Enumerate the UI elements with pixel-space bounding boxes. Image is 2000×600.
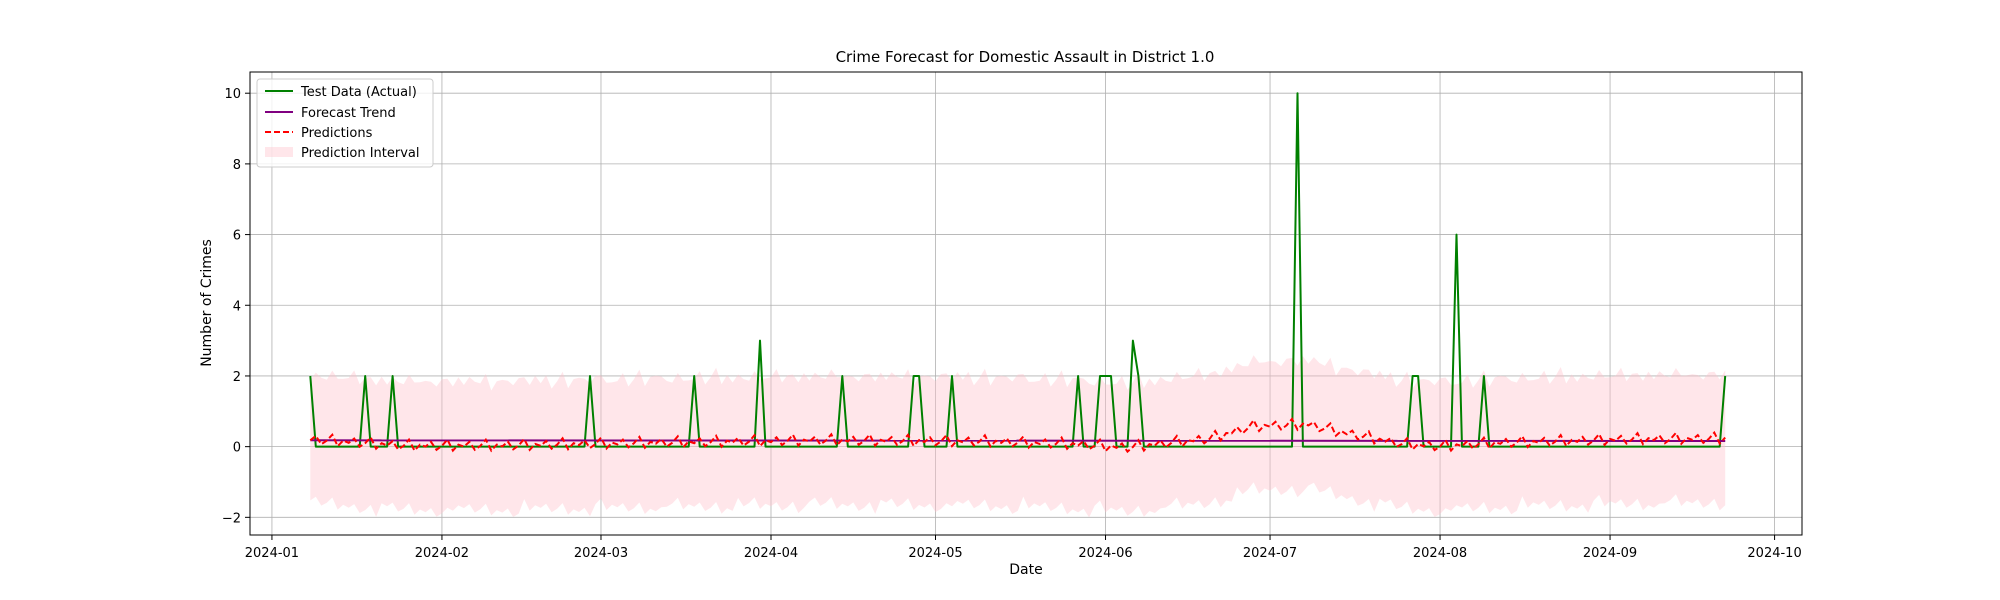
x-tick-label: 2024-05 [908,546,962,561]
x-tick-label: 2024-09 [1583,546,1637,561]
x-tick-label: 2024-08 [1413,546,1467,561]
y-tick-label: 4 [233,299,241,314]
y-tick-label: 10 [224,87,241,102]
y-tick-label: −2 [222,511,241,526]
x-axis-label: Date [1009,562,1042,578]
legend-label-actual: Test Data (Actual) [300,85,417,100]
legend-label-trend: Forecast Trend [301,106,396,121]
legend: Test Data (Actual) Forecast Trend Predic… [256,78,434,168]
legend-box [256,78,434,168]
plot-area [249,71,1803,536]
series-actual-line [309,92,1727,448]
x-tick-label: 2024-03 [574,546,628,561]
y-axis-label: Number of Crimes [199,239,215,367]
x-tick-label: 2024-04 [744,546,798,561]
y-tick-label: 2 [233,370,241,385]
x-tick-label: 2024-06 [1078,546,1132,561]
y-axis-ticks: −2 0 2 4 6 8 10 [222,87,250,526]
x-tick-label: 2024-01 [245,546,299,561]
legend-label-predictions: Predictions [301,126,373,141]
x-tick-label: 2024-07 [1243,546,1297,561]
plot-frame [249,71,1803,536]
grid [250,72,1802,535]
series-layer [309,92,1727,454]
prediction-interval-layer [310,355,1726,518]
chart-title: Crime Forecast for Domestic Assault in D… [836,48,1215,66]
y-tick-label: 0 [233,441,241,456]
legend-swatch-interval [265,147,293,157]
x-axis-ticks: 2024-01 2024-02 2024-03 2024-04 2024-05 2024-… [245,535,1802,561]
legend-label-interval: Prediction Interval [301,146,420,161]
x-tick-label: 2024-02 [415,546,469,561]
series-predictions-line [309,417,1726,454]
y-tick-label: 8 [233,158,241,173]
x-tick-label: 2024-10 [1747,546,1801,561]
y-tick-label: 6 [233,229,241,244]
prediction-interval-band [310,355,1726,518]
